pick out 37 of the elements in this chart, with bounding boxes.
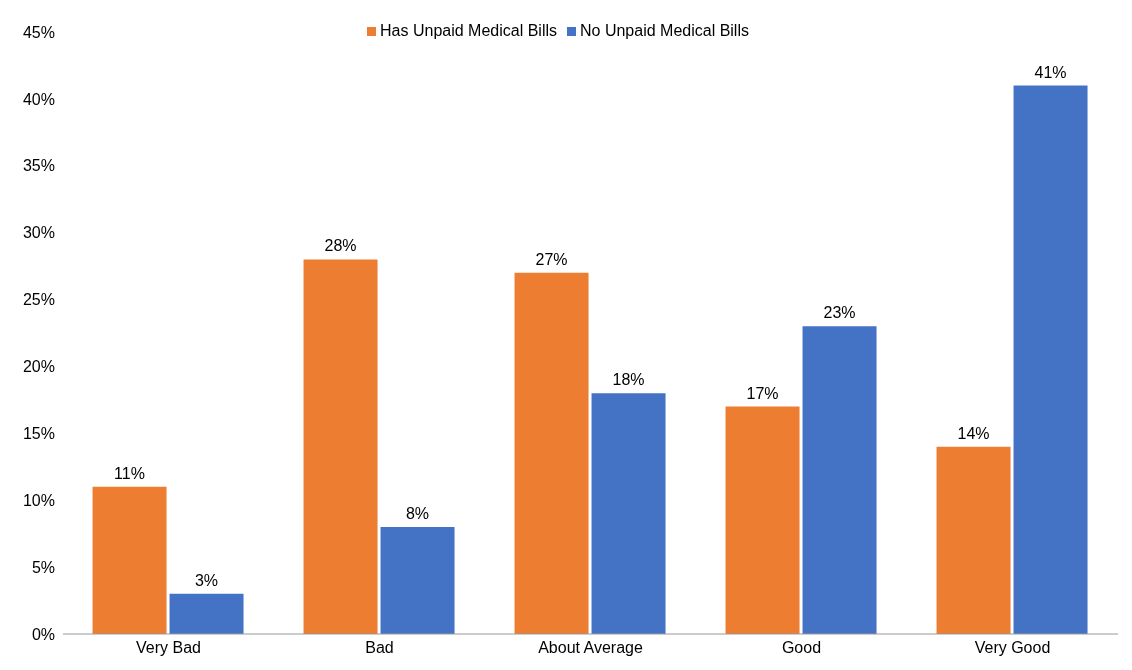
y-tick-label: 25% [22, 291, 55, 309]
y-tick-label: 15% [22, 425, 55, 443]
data-label: 41% [1034, 63, 1067, 81]
y-tick-label: 30% [22, 224, 55, 242]
y-tick-label: 35% [22, 157, 55, 175]
data-label: 11% [114, 464, 145, 482]
data-label: 28% [324, 237, 357, 255]
bar [725, 406, 800, 634]
x-tick-label: About Average [538, 639, 643, 657]
data-label: 17% [746, 384, 779, 402]
legend-label: Has Unpaid Medical Bills [380, 22, 557, 39]
bar [380, 526, 455, 634]
bar [303, 259, 378, 634]
bar [1013, 85, 1088, 634]
x-tick-label: Very Bad [136, 639, 201, 657]
y-tick-label: 0% [31, 625, 55, 643]
bar [169, 593, 244, 634]
y-tick-label: 45% [22, 23, 55, 41]
y-tick-label: 20% [22, 358, 55, 376]
bar [92, 486, 167, 634]
bar [936, 446, 1011, 634]
legend-label: No Unpaid Medical Bills [580, 22, 749, 39]
bar [802, 326, 877, 634]
bar [514, 272, 589, 634]
y-tick-label: 40% [22, 90, 55, 108]
x-tick-label: Very Good [974, 639, 1051, 657]
y-tick-label: 10% [22, 491, 55, 509]
data-label: 3% [194, 571, 219, 589]
data-label: 18% [612, 371, 645, 389]
x-tick-label: Bad [365, 639, 394, 657]
data-label: 8% [405, 504, 430, 522]
x-tick-label: Good [781, 639, 822, 657]
bar [591, 393, 666, 634]
data-label: 27% [535, 250, 568, 268]
data-label: 23% [823, 304, 856, 322]
data-label: 14% [957, 424, 990, 442]
y-tick-label: 5% [31, 558, 55, 576]
